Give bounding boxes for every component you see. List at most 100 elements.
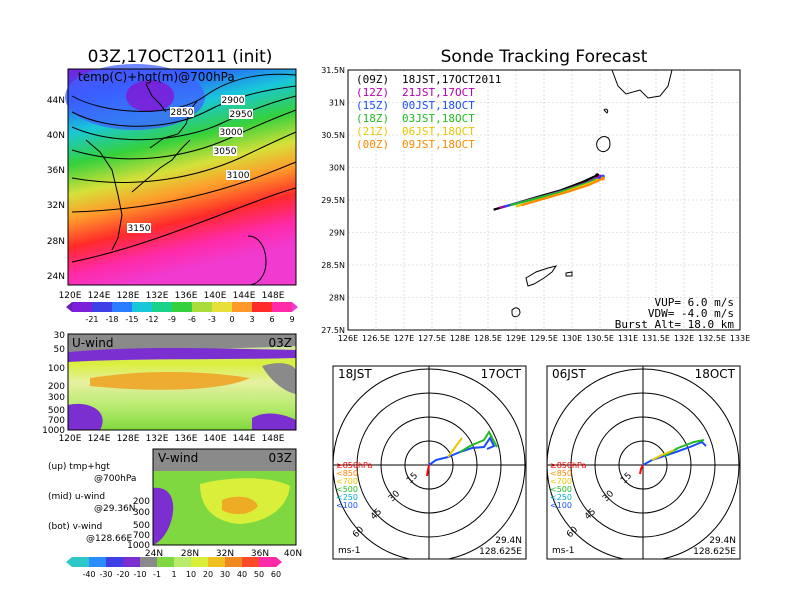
contour-2850 [71,73,297,112]
hodograph-left-yellow [447,437,463,458]
track-ytick: 30.5N [321,131,345,140]
track-xtick: 132E [674,334,694,343]
coastline-kyushu [611,69,673,99]
pl-legend: <100 [336,501,358,510]
v-wind-core-orange [222,496,258,515]
polar-left: 18JST 17OCT 15 30 45 60 ≥850hPa <850 <70… [332,365,527,560]
u-ytick: 30 [54,331,66,341]
pr-legend: ≥850hPa [550,461,587,470]
label-box-3100 [226,170,250,180]
v-ytick: 200 [133,497,150,507]
u-wind-easterly-left [68,403,103,430]
cb-tick: -6 [188,315,196,324]
u-ytick: 50 [54,345,66,355]
label-box-3050 [213,146,237,156]
label-box-2850 [170,107,194,117]
u-xtick: 132E [146,434,169,444]
wcb-tick: -1 [153,570,161,579]
wcb-cell [174,557,191,567]
track-ytick: 27.5N [321,326,345,335]
colorbar-right-arrow [292,302,298,312]
u-ytick: 1000 [42,426,65,436]
legend-run-09z: (09Z) [356,73,389,86]
contour-2950 [71,95,297,141]
u-xtick: 120E [59,434,82,444]
island-tanegashima [596,136,611,153]
note-bot-1: (bot) v-wind [48,522,102,532]
pr-legend: <700 [550,477,572,486]
v-wind-purple [153,487,174,545]
v-wind-time: 03Z [269,451,293,465]
wcb-cell [106,557,123,567]
pl-legend: <850 [336,469,358,478]
wcb-cell [140,557,157,567]
island-small [603,108,609,114]
legend-run-18z: (18Z) [356,112,389,125]
legend-time-09z: 18JST,17OCT2011 [402,73,501,86]
contour-2900 [71,85,297,127]
contour-label-3050: 3050 [214,147,237,157]
v-ytick: 500 [133,521,150,531]
contour-label-2900: 2900 [222,96,245,106]
u-wind-easterly-right [252,413,296,430]
track-xtick: 127.5E [418,334,446,343]
cb-tick: -15 [125,315,138,324]
hodograph-left-low [426,464,430,477]
ytick-40N: 40N [47,131,65,141]
u-ytick: 300 [48,393,65,403]
cb-cell [252,302,272,312]
xtick-148E: 148E [262,291,285,301]
u-xtick: 136E [175,434,198,444]
param-burst: Burst Alt= 18.0 km [615,318,735,331]
legend-run-12z: (12Z) [356,86,389,99]
wcb-cell [259,557,276,567]
top-map-frame [67,68,297,286]
track-ytick: 28N [329,294,345,303]
cb-tick: 0 [229,315,234,324]
v-xtick: 24N [145,549,163,559]
track-xtick: 133E [730,334,750,343]
track-map-frame [347,69,741,331]
polar-left-date: 17OCT [481,367,522,381]
contour-3050 [71,131,297,183]
v-wind-frame [152,448,297,546]
polar-right-unit: ms-1 [552,546,574,556]
track-ytick: 28.5N [321,261,345,270]
left-title: 03Z,17OCT2011 (init) [88,47,273,67]
legend-time-00z: 09JST,18OCT [402,138,475,151]
xtick-136E: 136E [175,291,198,301]
pl-legend: <250 [336,493,358,502]
xtick-144E: 144E [233,291,256,301]
wcb-cell [242,557,259,567]
polar-right-lon: 128.625E [693,547,736,557]
contour-label-2850: 2850 [171,108,194,118]
colorbar-left-arrow [66,302,72,312]
wcb-cell [89,557,106,567]
track-series [493,173,605,211]
xtick-124E: 124E [88,291,111,301]
coastline-japan-south [131,139,191,193]
hodograph-right-yellow [651,449,675,461]
track-ticks: 126E 126.5E 127E 127.5E 128E 128.5E 129E 129.5E… [321,66,750,343]
wcb-tick: -10 [133,570,146,579]
track-xtick: 131.5E [642,334,670,343]
u-wind-time: 03Z [269,336,293,350]
legend-time-15z: 00JST,18OCT [402,99,475,112]
polar-right-time: 06JST [552,367,586,381]
contour-label-3100: 3100 [227,171,250,181]
pl-legend: <700 [336,477,358,486]
track-ytick: 29.5N [321,196,345,205]
xtick-140E: 140E [204,291,227,301]
u-xtick: 144E [233,434,256,444]
cb-cell [72,302,92,312]
track-end-point [600,176,605,181]
island-tokunoshima [511,307,521,318]
track-ytick: 30N [329,164,345,173]
legend-time-21z: 06JST,18OCT [402,125,475,138]
v-xtick: 36N [251,549,269,559]
v-ytick: 1000 [127,541,150,551]
ytick-36N: 36N [47,166,65,176]
u-wind-label: U-wind [72,336,113,350]
island-amami [525,265,558,287]
